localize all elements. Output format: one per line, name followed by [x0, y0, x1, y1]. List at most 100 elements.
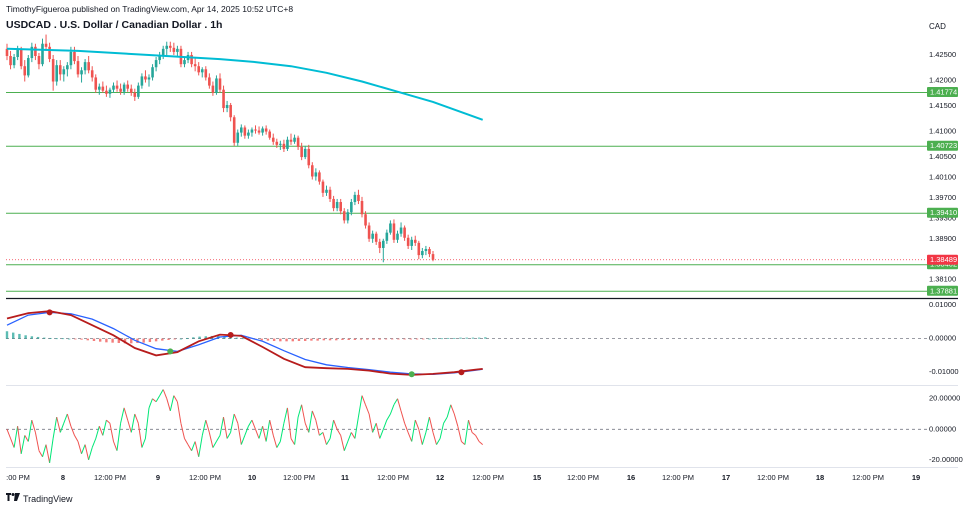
pane-separators — [6, 297, 958, 468]
oscillator-segment — [88, 447, 93, 461]
oscillator-segment — [461, 441, 466, 445]
oscillator-segment — [116, 423, 122, 451]
candle-body — [396, 233, 399, 240]
tradingview-footer[interactable]: TradingView — [6, 493, 73, 504]
candle-body — [144, 76, 147, 80]
candle-body — [211, 85, 215, 93]
oscillator-segment — [102, 419, 107, 436]
macd-histogram-bar — [198, 336, 201, 339]
oscillator-tick-label: -20.00000 — [929, 455, 963, 464]
time-tick-label: 12:00 PM — [377, 473, 409, 482]
time-tick-label: 12:00 PM — [662, 473, 694, 482]
oscillator-segment — [70, 426, 75, 436]
price-tick-label: 1.39700 — [929, 193, 956, 202]
candle-body — [389, 223, 392, 233]
macd-histogram-bar — [328, 338, 332, 341]
oscillator-segment — [223, 417, 228, 439]
level-price-box — [927, 285, 958, 296]
oscillator-segment — [414, 419, 420, 430]
macd-tick-label: 0.01000 — [929, 300, 956, 309]
macd-histogram-bar — [204, 336, 207, 339]
price-tick-label: 1.42500 — [929, 50, 956, 59]
candle-body — [80, 70, 83, 75]
candle-body — [105, 90, 108, 94]
candle-body — [250, 129, 254, 133]
oscillator-segment — [240, 435, 246, 445]
candle-body — [403, 227, 406, 238]
macd-histogram-bar — [459, 337, 462, 339]
candle-body — [346, 212, 350, 221]
candle-body — [12, 57, 16, 66]
oscillator-segment — [365, 404, 370, 415]
candle-body — [271, 137, 275, 142]
candle-body — [367, 225, 371, 239]
last-price-box — [927, 254, 958, 265]
oscillator-segment — [148, 398, 153, 409]
candle-body — [303, 148, 307, 158]
candle-body — [137, 85, 140, 97]
oscillator-segment — [457, 426, 462, 442]
candle-body — [37, 55, 41, 65]
last-price-label: 1.38489 — [930, 255, 957, 264]
price-tick-label: 1.41000 — [929, 127, 956, 136]
candle-body — [129, 88, 133, 93]
candle-body — [30, 46, 34, 59]
candle-body — [417, 242, 421, 256]
macd-histogram-bar — [98, 338, 102, 342]
level-price-label: 1.40723 — [930, 141, 957, 150]
macd-histogram-bar — [43, 337, 46, 339]
oscillator-segment — [169, 395, 175, 412]
published-info: TimothyFigueroa published on TradingView… — [6, 4, 294, 14]
candle-body — [94, 77, 98, 90]
oscillator-segment — [471, 432, 476, 436]
oscillator-segment — [294, 417, 299, 445]
time-tick-label: 12:00 PM — [472, 473, 504, 482]
candle-body — [311, 165, 314, 177]
candle-body — [208, 77, 211, 86]
oscillator-segment — [389, 404, 395, 415]
candle-body — [133, 92, 137, 97]
currency-label: CAD — [929, 22, 946, 31]
oscillator-segment — [301, 404, 306, 424]
oscillator-segment — [219, 417, 224, 436]
macd-histogram-bar — [372, 338, 375, 340]
oscillator-segment — [272, 435, 278, 448]
macd-histogram-bar — [409, 338, 413, 340]
oscillator-segment — [354, 417, 359, 439]
macd-histogram-bar — [161, 338, 164, 341]
oscillator-segment — [315, 419, 320, 436]
candle-body — [229, 105, 232, 118]
oscillator-segment — [304, 423, 310, 433]
oscillator-segment — [134, 413, 139, 424]
candle-body — [240, 127, 243, 133]
macd-histogram-bar — [415, 338, 419, 340]
oscillator-segment — [31, 419, 36, 433]
oscillator-segment — [262, 426, 267, 442]
candle-body — [339, 202, 342, 212]
candle-body — [225, 105, 229, 109]
oscillator-segment — [407, 432, 413, 442]
oscillator-segment — [397, 398, 402, 412]
oscillator-segment — [265, 420, 271, 442]
oscillator-segment — [173, 395, 178, 403]
candle-body — [76, 61, 80, 75]
oscillator-segment — [34, 432, 40, 451]
oscillator-segment — [322, 432, 327, 445]
candle-body — [27, 58, 30, 76]
oscillator-segment — [180, 423, 185, 439]
oscillator-segment — [91, 438, 97, 448]
time-tick-label: 12:00 PM — [283, 473, 315, 482]
candle-body — [126, 84, 129, 89]
macd-histogram-bar — [446, 337, 450, 339]
oscillator-segment — [52, 417, 58, 439]
macd-histogram-bar — [322, 338, 326, 341]
candle-body — [428, 248, 431, 255]
macd-histogram-bar — [359, 338, 363, 340]
macd-histogram-bar — [167, 338, 170, 340]
macd-histogram-bar — [192, 337, 195, 339]
oscillator-segment — [162, 389, 168, 399]
macd-histogram-bar — [24, 335, 27, 339]
candle-body — [257, 130, 261, 133]
candle-body — [421, 251, 424, 256]
candle-body — [90, 70, 94, 78]
